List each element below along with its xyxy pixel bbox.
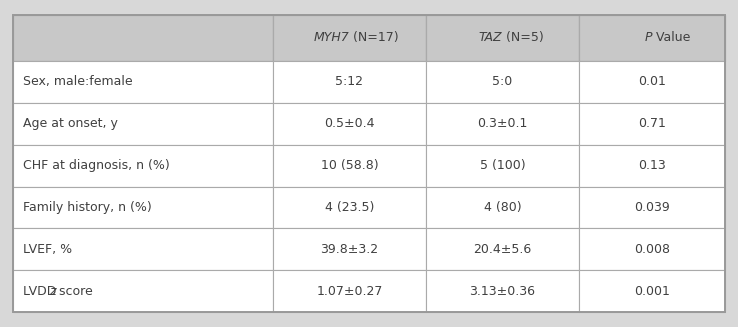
- Text: 0.01: 0.01: [638, 75, 666, 88]
- Bar: [579, 103, 725, 145]
- Text: 5:0: 5:0: [492, 75, 512, 88]
- Bar: [426, 145, 579, 187]
- Text: LVDD: LVDD: [23, 285, 61, 298]
- Text: score: score: [55, 285, 92, 298]
- Bar: [273, 145, 426, 187]
- Bar: [273, 61, 426, 103]
- Text: Value: Value: [652, 31, 690, 44]
- Bar: [273, 270, 426, 312]
- Text: z: z: [49, 285, 56, 298]
- Text: P: P: [644, 31, 652, 44]
- Text: LVEF, %: LVEF, %: [23, 243, 72, 256]
- Bar: [273, 15, 426, 61]
- Text: Age at onset, y: Age at onset, y: [23, 117, 118, 130]
- Text: 4 (80): 4 (80): [483, 201, 521, 214]
- Bar: [13, 15, 273, 61]
- Bar: [13, 229, 273, 270]
- Text: 3.13±0.36: 3.13±0.36: [469, 285, 535, 298]
- Text: 0.5±0.4: 0.5±0.4: [324, 117, 375, 130]
- Bar: [426, 15, 579, 61]
- Bar: [426, 187, 579, 229]
- Text: 1.07±0.27: 1.07±0.27: [317, 285, 382, 298]
- Bar: [579, 15, 725, 61]
- Text: Family history, n (%): Family history, n (%): [23, 201, 151, 214]
- Text: (N=17): (N=17): [349, 31, 399, 44]
- Text: (N=5): (N=5): [503, 31, 544, 44]
- Bar: [426, 61, 579, 103]
- Bar: [426, 103, 579, 145]
- Bar: [426, 229, 579, 270]
- Text: Sex, male:female: Sex, male:female: [23, 75, 133, 88]
- Bar: [579, 270, 725, 312]
- Text: 0.039: 0.039: [634, 201, 669, 214]
- Bar: [13, 187, 273, 229]
- Bar: [579, 145, 725, 187]
- Text: 0.008: 0.008: [634, 243, 670, 256]
- Text: MYH7: MYH7: [314, 31, 349, 44]
- Bar: [13, 103, 273, 145]
- Text: CHF at diagnosis, n (%): CHF at diagnosis, n (%): [23, 159, 170, 172]
- Bar: [273, 187, 426, 229]
- Text: 0.001: 0.001: [634, 285, 669, 298]
- Text: 5:12: 5:12: [336, 75, 363, 88]
- Bar: [13, 145, 273, 187]
- Bar: [579, 61, 725, 103]
- Bar: [13, 270, 273, 312]
- Text: 20.4±5.6: 20.4±5.6: [473, 243, 531, 256]
- Text: 0.13: 0.13: [638, 159, 666, 172]
- Text: 5 (100): 5 (100): [480, 159, 525, 172]
- Text: 0.71: 0.71: [638, 117, 666, 130]
- Text: 0.3±0.1: 0.3±0.1: [477, 117, 528, 130]
- Bar: [273, 103, 426, 145]
- Bar: [426, 270, 579, 312]
- Bar: [13, 61, 273, 103]
- Text: TAZ: TAZ: [479, 31, 503, 44]
- Text: 4 (23.5): 4 (23.5): [325, 201, 374, 214]
- Text: 10 (58.8): 10 (58.8): [320, 159, 379, 172]
- Text: 39.8±3.2: 39.8±3.2: [320, 243, 379, 256]
- Bar: [579, 229, 725, 270]
- Bar: [273, 229, 426, 270]
- Bar: [579, 187, 725, 229]
